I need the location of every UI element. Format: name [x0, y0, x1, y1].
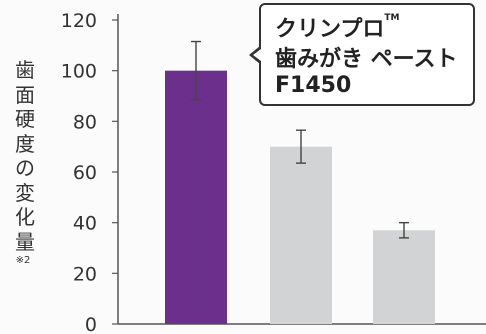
callout-line-2: 歯みがき ペースト	[275, 47, 458, 72]
y-tick-label: 40	[73, 213, 97, 235]
y-axis-label-char: 面	[15, 82, 35, 107]
y-tick-label: 20	[73, 263, 97, 285]
bar	[165, 70, 227, 325]
y-axis-label-char: 度	[15, 131, 35, 156]
y-tick-label: 60	[73, 162, 97, 184]
product-callout: クリンプロTM 歯みがき ペースト F1450	[259, 3, 475, 106]
y-axis-label-char: 量	[15, 229, 35, 254]
y-tick-label: 0	[85, 314, 97, 334]
y-axis-label-char: 硬	[15, 107, 35, 131]
y-axis-label-char: 変	[15, 180, 35, 205]
bar	[270, 146, 332, 324]
callout-line-3: F1450	[275, 73, 352, 98]
y-axis-label-note: ※2	[15, 255, 31, 266]
y-axis-label-char: 歯	[15, 58, 35, 82]
y-tick-label: 120	[61, 10, 97, 32]
bar	[373, 230, 435, 324]
y-tick-label: 80	[73, 111, 97, 133]
callout-line-1: クリンプロTM	[275, 13, 400, 42]
y-axis-label-char: の	[15, 156, 35, 180]
y-tick-label: 100	[61, 61, 97, 83]
callout-pointer-inner	[253, 49, 261, 61]
y-axis-label-char: 化	[15, 205, 35, 229]
